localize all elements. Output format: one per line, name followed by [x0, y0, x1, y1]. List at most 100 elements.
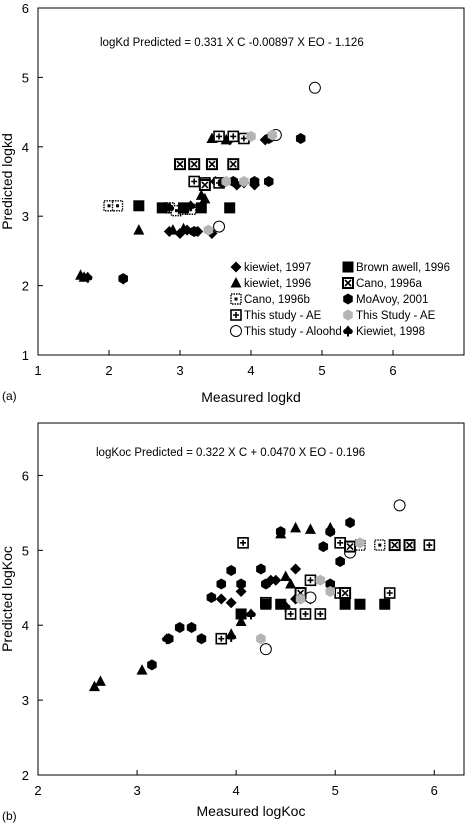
legend-label: Cano, 1996a	[356, 278, 422, 290]
y-tick-label: 2	[22, 768, 29, 783]
x-tick-label: 3	[176, 363, 183, 378]
equation-b: logKoc Predicted = 0.322 X C + 0.0470 X …	[96, 447, 365, 459]
data-point	[403, 539, 416, 552]
series-kiewiet-1996	[88, 521, 336, 692]
data-point	[263, 176, 274, 187]
data-point	[94, 675, 106, 686]
data-point	[304, 574, 317, 587]
series-cano-1996a	[294, 539, 416, 600]
data-point	[423, 539, 436, 551]
data-point	[295, 593, 306, 605]
data-point	[260, 598, 272, 610]
ticks-b: 2 3 4 5 6 2 3 4 5 6	[22, 468, 438, 798]
data-point	[284, 608, 297, 620]
data-point	[224, 202, 236, 214]
legend-entry-kiewiet-1998: Kiewiet, 1998	[343, 325, 425, 338]
legend-marker	[230, 325, 242, 337]
data-point	[199, 192, 211, 204]
data-point	[315, 574, 326, 586]
data-point	[275, 598, 287, 610]
data-point	[161, 633, 172, 645]
legend-marker	[343, 309, 353, 321]
data-point	[325, 586, 336, 598]
y-tick-label: 1	[22, 348, 29, 363]
legend-label: Kiewiet, 1998	[356, 326, 425, 338]
data-point	[235, 615, 247, 626]
legend-label: This study - Aloohd	[244, 326, 342, 338]
data-point	[227, 130, 240, 143]
data-point	[164, 202, 175, 214]
x-tick-label: 6	[389, 363, 396, 378]
data-point	[299, 608, 312, 620]
data-point	[344, 540, 357, 553]
data-point	[339, 598, 351, 610]
data-point	[237, 537, 249, 549]
legend-marker	[230, 309, 242, 321]
data-point	[174, 621, 185, 633]
data-point	[256, 563, 266, 575]
legend-marker	[230, 293, 242, 305]
data-point	[325, 526, 336, 538]
data-point	[295, 132, 306, 144]
legend-label: Brown awell, 1996	[356, 262, 450, 274]
legend-label: This Study - AE	[356, 310, 436, 322]
data-point	[355, 537, 365, 549]
legend-marker	[343, 325, 353, 337]
series-kiewiet-1998	[161, 600, 291, 645]
data-point	[186, 621, 197, 633]
legend-entry-kiewiet-1997: kiewiet, 1997	[230, 261, 311, 274]
legend-label: This study - AE	[244, 310, 322, 322]
data-point	[259, 643, 272, 656]
data-point	[275, 526, 286, 538]
data-point	[285, 578, 297, 589]
series-this-study-ae	[256, 537, 365, 645]
data-point	[345, 517, 355, 529]
data-point	[308, 81, 321, 94]
data-points-a	[75, 81, 321, 285]
legend-label: MoAvoy, 2001	[356, 294, 428, 306]
data-point	[290, 563, 302, 575]
series-this-study-ae	[215, 537, 436, 645]
x-tick-label: 5	[332, 783, 339, 798]
series-brown-awell-1996	[235, 598, 391, 620]
data-point	[267, 129, 278, 141]
data-point	[203, 224, 214, 236]
data-point	[195, 202, 207, 214]
legend-entry-brown-awell-1996: Brown awell, 1996	[342, 261, 450, 274]
legend-entry-cano-1996b: Cano, 1996b	[230, 293, 310, 306]
data-point	[167, 224, 179, 235]
panel-label-a: (a)	[2, 389, 17, 403]
x-tick-label: 2	[105, 363, 112, 378]
panel-label-b: (b)	[2, 809, 17, 823]
series-this-study-ae	[203, 129, 278, 236]
y-tick-label: 6	[22, 1, 29, 16]
y-tick-label: 5	[22, 543, 29, 558]
data-point	[133, 224, 145, 235]
series-kiewiet-1998	[82, 200, 196, 285]
legend-marker	[230, 261, 242, 273]
series-kiewiet-1996	[75, 132, 232, 282]
data-point	[256, 633, 266, 645]
y-tick-label: 2	[22, 279, 29, 294]
data-point	[335, 556, 345, 568]
data-point	[290, 521, 302, 533]
data-point	[178, 202, 190, 214]
data-point	[226, 565, 236, 577]
data-point	[213, 130, 225, 143]
legend-label: kiewiet, 1996	[244, 278, 311, 290]
data-point	[205, 158, 218, 171]
data-point	[118, 273, 128, 285]
data-point	[246, 130, 256, 142]
legend-entry-cano-1996a: Cano, 1996a	[342, 277, 422, 290]
series-cano-1996a	[174, 158, 240, 191]
data-point	[280, 600, 291, 612]
y-tick-label: 6	[22, 468, 29, 483]
legend-marker	[342, 261, 354, 273]
legend-entry-this-study-aloohd: This study - Aloohd	[230, 325, 342, 338]
data-point	[374, 539, 386, 551]
equation-a: logKd Predicted = 0.331 X C -0.00897 X E…	[100, 37, 364, 49]
legend-marker	[230, 277, 242, 288]
y-axis-label-b: Predicted logKoc	[0, 546, 15, 652]
panel-a: logKd Predicted = 0.331 X C -0.00897 X E…	[0, 1, 465, 405]
